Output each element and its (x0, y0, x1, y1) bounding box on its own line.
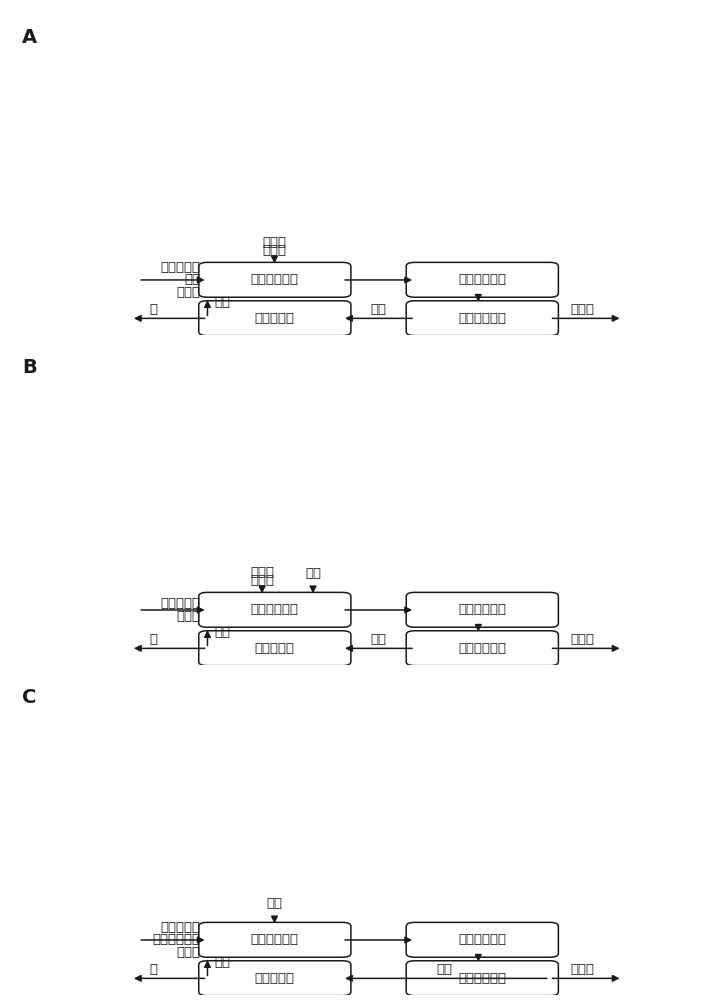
Text: 双甘膦: 双甘膦 (571, 303, 594, 316)
Text: 双甘膦结晶器: 双甘膦结晶器 (459, 273, 506, 286)
Text: 双甘膦结晶器: 双甘膦结晶器 (459, 933, 506, 946)
Text: 亚氨基: 亚氨基 (250, 566, 274, 579)
Text: 二乙酸: 二乙酸 (250, 574, 274, 587)
Text: B: B (22, 358, 36, 377)
Text: 甲醛: 甲醛 (266, 897, 282, 910)
Text: C: C (22, 688, 36, 707)
Text: 双甘膦: 双甘膦 (571, 963, 594, 976)
Text: 亚磷酸: 亚磷酸 (176, 286, 200, 299)
FancyBboxPatch shape (199, 961, 351, 996)
Text: 套用: 套用 (214, 626, 230, 639)
Text: A: A (22, 28, 37, 47)
Text: 双甘膦: 双甘膦 (571, 633, 594, 646)
Text: 对甲苯磺酸: 对甲苯磺酸 (160, 597, 200, 610)
FancyBboxPatch shape (406, 961, 558, 996)
Text: 亚氨基: 亚氨基 (263, 236, 286, 249)
Text: 对甲苯磺酸: 对甲苯磺酸 (160, 921, 200, 934)
FancyBboxPatch shape (406, 592, 558, 627)
Text: 母液浓缩器: 母液浓缩器 (255, 972, 295, 985)
FancyBboxPatch shape (406, 922, 558, 957)
Text: 母液: 母液 (371, 303, 387, 316)
Text: 双甘膦合成器: 双甘膦合成器 (251, 933, 298, 946)
FancyBboxPatch shape (199, 301, 351, 336)
Text: 双甘膦结晶器: 双甘膦结晶器 (459, 603, 506, 616)
Text: 套用: 套用 (214, 296, 230, 309)
Text: 双甘膦分离器: 双甘膦分离器 (459, 312, 506, 325)
FancyBboxPatch shape (199, 631, 351, 666)
Text: 双甘膦分离器: 双甘膦分离器 (459, 972, 506, 985)
Text: 双甘膦分离器: 双甘膦分离器 (459, 642, 506, 655)
FancyBboxPatch shape (199, 922, 351, 957)
Text: 套用: 套用 (214, 956, 230, 969)
Text: 亚磷酸: 亚磷酸 (176, 610, 200, 623)
FancyBboxPatch shape (406, 262, 558, 297)
Text: 亚磷酸: 亚磷酸 (176, 946, 200, 959)
Text: 二乙酸: 二乙酸 (263, 244, 286, 257)
Text: 双甘膦合成器: 双甘膦合成器 (251, 603, 298, 616)
Text: 母液浓缩器: 母液浓缩器 (255, 312, 295, 325)
Text: 母液: 母液 (371, 633, 387, 646)
Text: 母液浓缩器: 母液浓缩器 (255, 642, 295, 655)
Text: 亚氨基二乙酸: 亚氨基二乙酸 (152, 933, 200, 946)
FancyBboxPatch shape (406, 301, 558, 336)
Text: 双甘膦合成器: 双甘膦合成器 (251, 273, 298, 286)
FancyBboxPatch shape (199, 262, 351, 297)
Text: 水: 水 (149, 303, 157, 316)
FancyBboxPatch shape (406, 631, 558, 666)
Text: 水: 水 (149, 633, 157, 646)
FancyBboxPatch shape (199, 592, 351, 627)
Text: 母液: 母液 (436, 963, 452, 976)
Text: 甲醛: 甲醛 (305, 567, 321, 580)
Text: 甲醛: 甲醛 (184, 273, 200, 286)
Text: 对甲苯磺酸: 对甲苯磺酸 (160, 261, 200, 274)
Text: 水: 水 (149, 963, 157, 976)
